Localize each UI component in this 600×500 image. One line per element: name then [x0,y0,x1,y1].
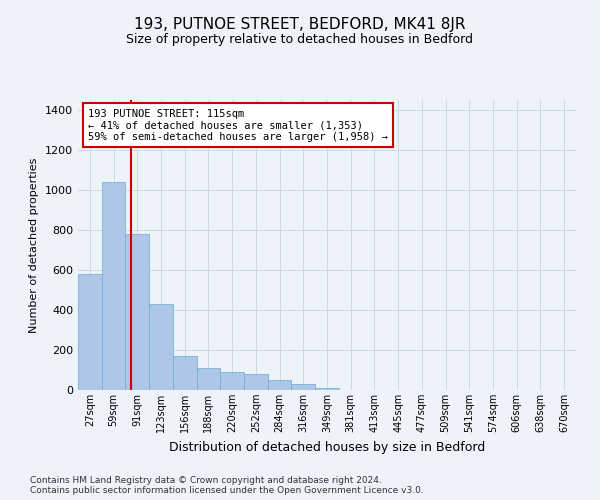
Bar [292,384,315,390]
X-axis label: Distribution of detached houses by size in Bedford: Distribution of detached houses by size … [169,440,485,454]
Y-axis label: Number of detached properties: Number of detached properties [29,158,40,332]
Bar [220,372,244,390]
Bar [173,356,197,390]
Bar [149,304,173,390]
Bar [102,182,125,390]
Text: 193, PUTNOE STREET, BEDFORD, MK41 8JR: 193, PUTNOE STREET, BEDFORD, MK41 8JR [134,18,466,32]
Bar [197,368,220,390]
Text: 193 PUTNOE STREET: 115sqm
← 41% of detached houses are smaller (1,353)
59% of se: 193 PUTNOE STREET: 115sqm ← 41% of detac… [88,108,388,142]
Bar [125,234,149,390]
Bar [268,380,292,390]
Text: Contains HM Land Registry data © Crown copyright and database right 2024.
Contai: Contains HM Land Registry data © Crown c… [30,476,424,495]
Bar [315,388,339,390]
Text: Size of property relative to detached houses in Bedford: Size of property relative to detached ho… [127,33,473,46]
Bar [78,274,102,390]
Bar [244,374,268,390]
